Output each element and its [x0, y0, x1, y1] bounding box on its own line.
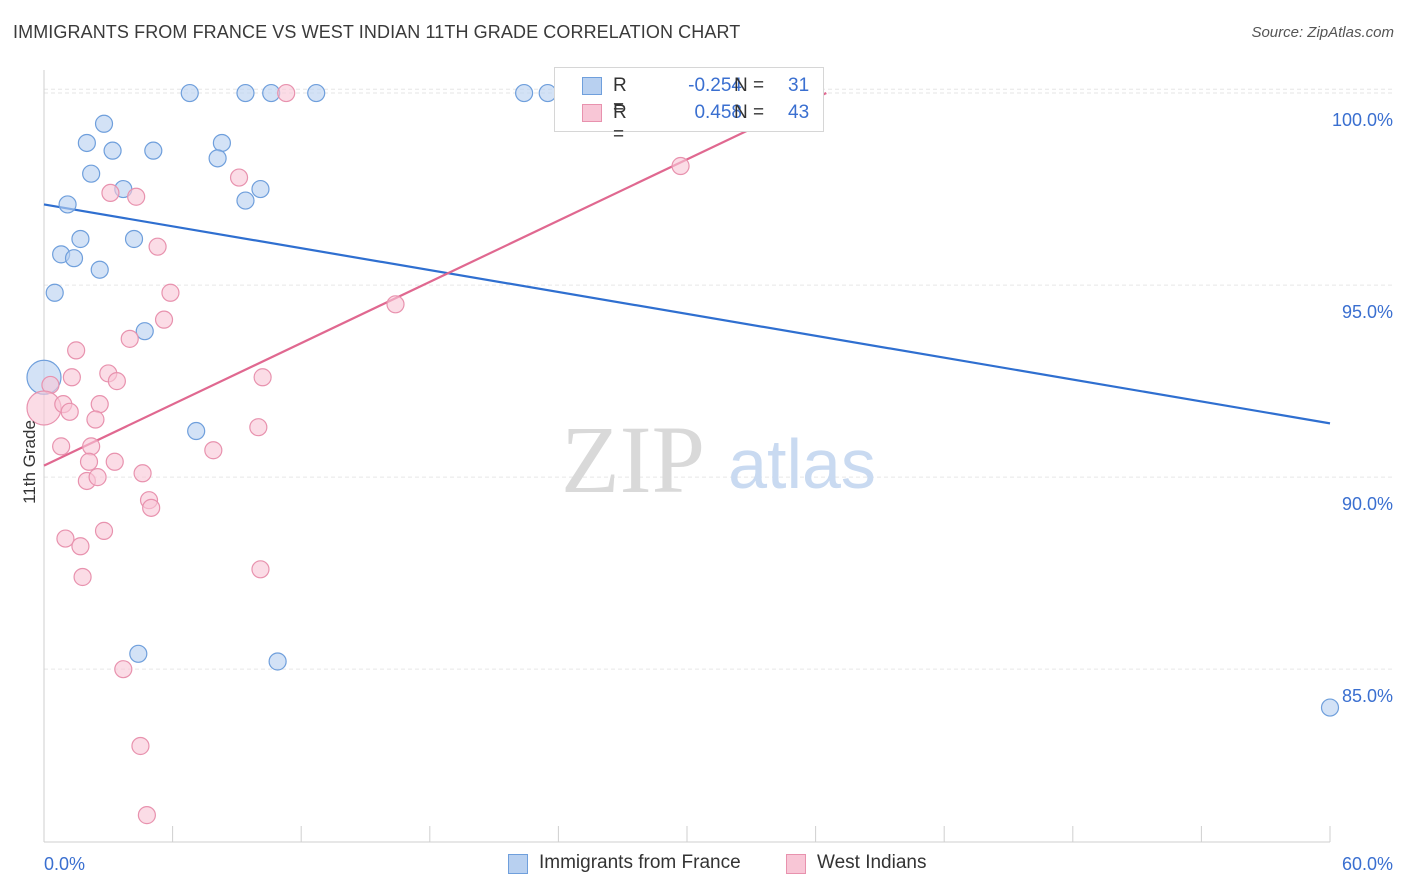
point-west-indians	[90, 395, 109, 414]
point-france	[129, 644, 148, 663]
point-france	[124, 229, 144, 249]
point-france	[187, 421, 206, 441]
point-france	[90, 260, 109, 279]
point-west-indians	[73, 567, 92, 587]
point-west-indians	[251, 560, 270, 579]
point-west-indians	[253, 368, 272, 387]
trend-line-west-indians	[43, 92, 827, 467]
point-west-indians	[94, 521, 114, 540]
point-west-indians	[101, 183, 120, 203]
point-west-indians	[79, 452, 99, 471]
y-tick-label: 95.0%	[1342, 302, 1393, 322]
legend-r-label: R =	[613, 102, 627, 145]
point-france	[94, 114, 114, 133]
point-france	[212, 133, 231, 153]
correlation-legend: R = -0.254 N = 31 R = 0.458 N = 43	[554, 67, 824, 145]
point-france	[515, 83, 534, 103]
legend-r-value: -0.254	[688, 75, 742, 96]
tick-labels: 100.0% 95.0% 90.0% 85.0% 0.0% 60.0%	[44, 110, 1393, 874]
legend-n-label: N =	[734, 75, 765, 96]
point-west-indians	[88, 468, 107, 487]
point-west-indians	[131, 736, 150, 756]
point-west-indians	[133, 464, 152, 483]
point-west-indians	[52, 437, 71, 456]
y-tick-label: 85.0%	[1342, 686, 1393, 706]
point-west-indians	[82, 437, 101, 456]
legend-r-value: 0.458	[694, 102, 742, 123]
point-west-indians	[229, 168, 249, 187]
y-tick-label: 90.0%	[1342, 494, 1393, 514]
point-west-indians	[107, 372, 126, 391]
legend-swatch-west-indians	[582, 104, 602, 122]
point-west-indians	[671, 156, 690, 176]
point-west-indians	[86, 410, 105, 429]
point-france	[208, 149, 227, 168]
point-france	[71, 229, 90, 249]
legend-n-label: N =	[734, 102, 765, 123]
point-france	[77, 133, 96, 153]
watermark-zip: ZIP	[561, 406, 705, 513]
point-france	[144, 141, 163, 160]
point-west-indians	[249, 418, 268, 437]
bottom-legend-label-france: Immigrants from France	[539, 852, 741, 873]
point-west-indians	[204, 441, 223, 460]
point-west-indians	[67, 341, 86, 360]
point-west-indians	[142, 498, 161, 517]
point-france	[180, 83, 199, 103]
point-west-indians	[154, 310, 174, 329]
watermark-atlas: atlas	[728, 425, 876, 503]
point-france	[268, 652, 287, 671]
point-west-indians	[62, 368, 81, 387]
point-france	[135, 322, 154, 341]
point-west-indians	[114, 660, 133, 679]
legend-n-value: 31	[788, 75, 810, 96]
y-axis-label: 11th Grade	[20, 420, 39, 504]
trend-lines	[43, 92, 1331, 467]
point-france	[251, 179, 270, 199]
bottom-legend-swatch-france	[508, 854, 528, 874]
point-west-indians	[60, 402, 79, 421]
point-west-indians	[71, 537, 90, 556]
point-west-indians	[277, 83, 296, 103]
point-france	[103, 141, 122, 160]
x-tick-label: 60.0%	[1342, 854, 1393, 874]
bottom-legend-swatch-west-indians	[786, 854, 806, 874]
source-label: Source: ZipAtlas.com	[1251, 24, 1394, 41]
point-france	[64, 249, 84, 268]
point-west-indians	[120, 329, 139, 348]
axes	[43, 70, 1331, 843]
legend-swatch-france	[582, 77, 602, 95]
zipatlas-watermark: ZIP atlas	[561, 406, 876, 513]
y-tick-label: 100.0%	[1332, 110, 1393, 130]
point-france	[1320, 698, 1340, 717]
point-west-indians	[148, 237, 167, 256]
point-france	[307, 83, 326, 103]
data-points	[26, 83, 1340, 825]
point-france	[82, 164, 101, 183]
point-france	[236, 191, 255, 210]
point-west-indians	[161, 283, 180, 302]
chart-title: IMMIGRANTS FROM FRANCE VS WEST INDIAN 11…	[13, 22, 741, 42]
point-west-indians	[127, 187, 146, 206]
legend-n-value: 43	[788, 102, 810, 123]
bottom-legend-label-west-indians: West Indians	[817, 852, 927, 873]
point-west-indians	[56, 529, 75, 548]
point-france	[236, 83, 255, 103]
point-west-indians	[137, 806, 156, 825]
point-west-indians	[105, 452, 124, 471]
trend-line-france	[43, 203, 1331, 425]
point-france	[58, 195, 77, 214]
point-france	[45, 283, 64, 302]
x-tick-label: 0.0%	[44, 854, 85, 874]
point-west-indians	[386, 295, 405, 314]
legend-r-label: R =	[613, 75, 627, 118]
